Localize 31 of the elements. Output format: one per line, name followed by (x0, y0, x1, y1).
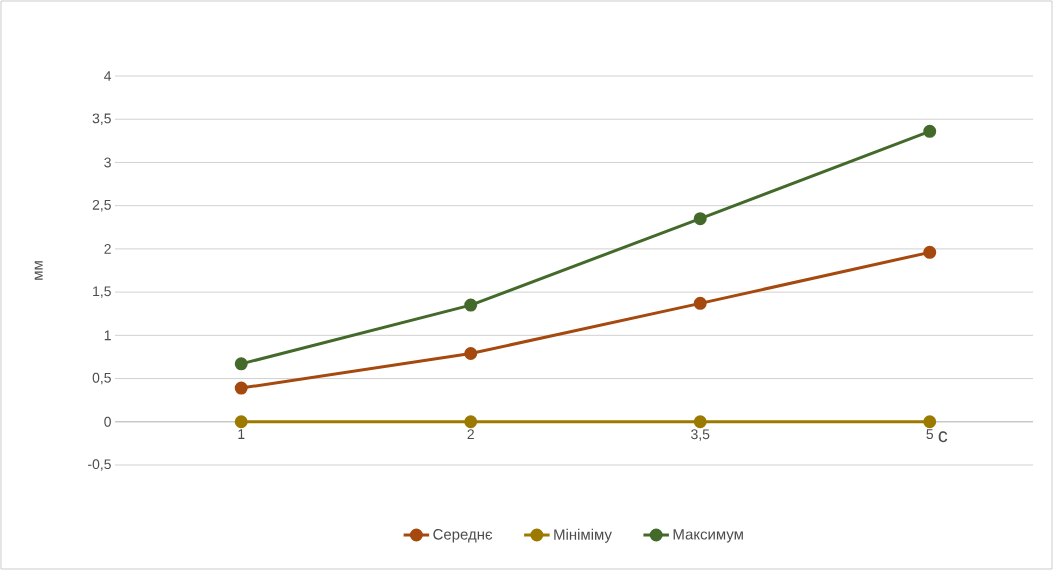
legend-label: Середнє (433, 529, 493, 543)
point (234, 357, 248, 371)
legend-label: Максимум (673, 529, 743, 543)
y-tick-label: 2,5 (92, 199, 111, 212)
x-tick-label: 3,5 (691, 429, 710, 441)
point (693, 296, 707, 310)
y-tick-label: 2 (104, 244, 111, 254)
y-tick-label: -0,5 (88, 459, 111, 471)
y-tick-label: 0,5 (92, 372, 111, 385)
y-tick-label: 3,5 (92, 113, 111, 125)
point (464, 415, 478, 429)
y-tick-label: 0 (104, 416, 111, 427)
point (693, 212, 707, 226)
point (923, 415, 937, 429)
point (923, 245, 937, 259)
point (693, 415, 707, 429)
point (234, 415, 248, 429)
point (234, 381, 248, 395)
y-tick-label: 1 (104, 330, 111, 341)
y-tick-label: 4 (104, 71, 112, 81)
x-tick-label: 5 (926, 429, 934, 440)
legend-label: Мініміму (554, 528, 612, 543)
x-tick-label: 1 (238, 429, 245, 439)
y-axis-title: мм (34, 261, 43, 280)
y-tick-label: 1,5 (93, 286, 111, 298)
point (464, 298, 478, 312)
point (464, 346, 478, 360)
x-tick-label: 2 (467, 429, 474, 440)
x-axis-title: с (938, 431, 948, 443)
y-tick-label: 3 (104, 157, 111, 168)
point (923, 124, 937, 138)
